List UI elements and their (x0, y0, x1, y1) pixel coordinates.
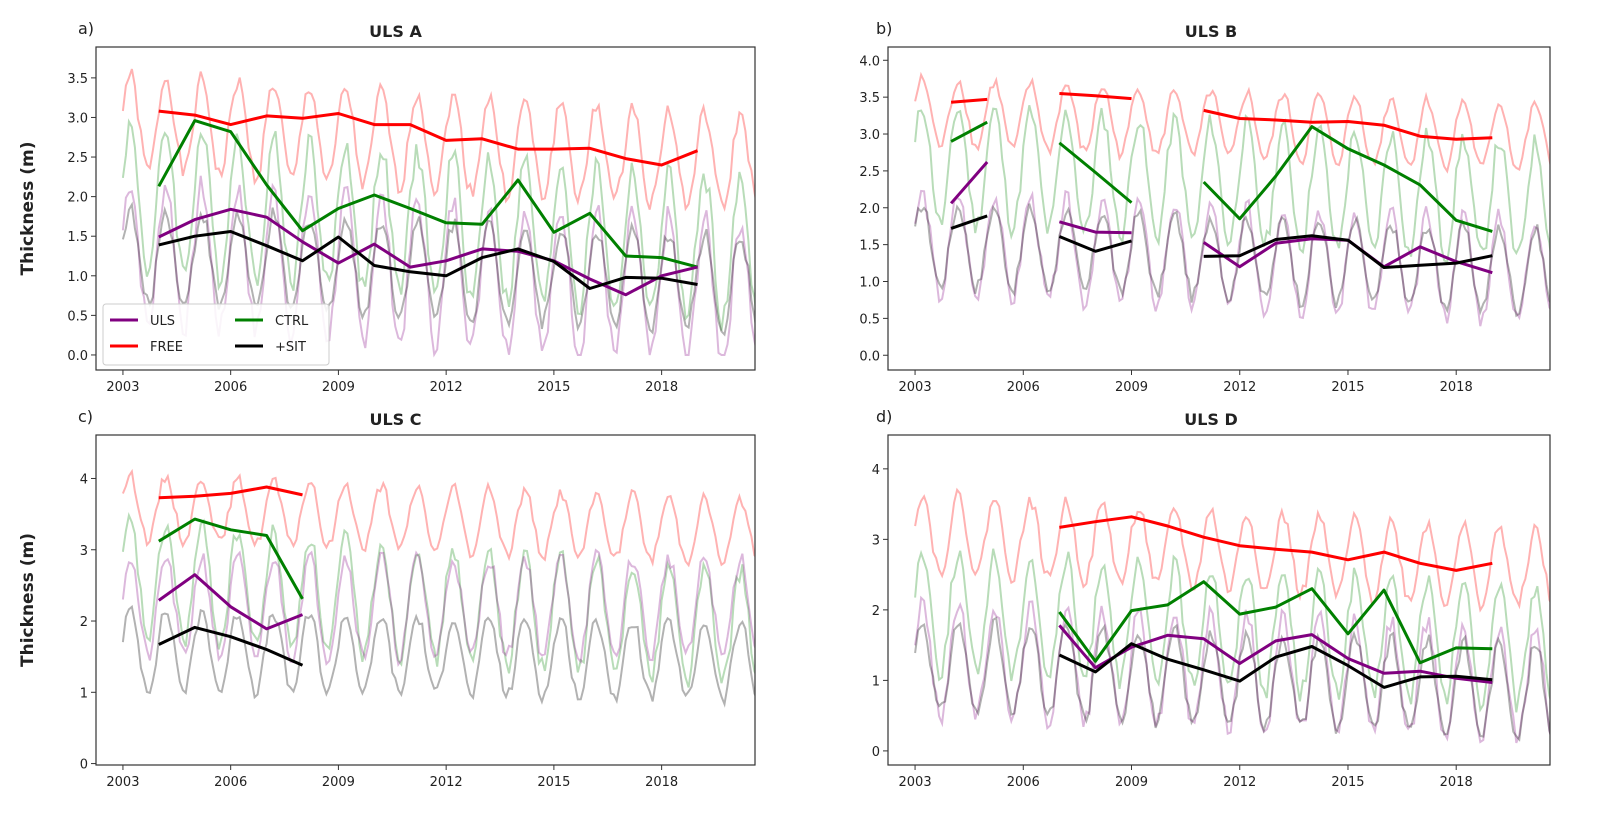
x-tick-label: 2003 (899, 775, 932, 790)
y-tick-label: 4 (872, 463, 880, 478)
y-tick-label: 3.0 (67, 111, 88, 126)
series-line-free (159, 487, 303, 498)
x-tick-label: 2009 (1115, 380, 1148, 395)
y-tick-label: 3.0 (859, 128, 880, 143)
x-tick-label: 2003 (899, 380, 932, 395)
legend-label: +SIT (275, 340, 306, 355)
y-tick-label: 0 (80, 758, 88, 773)
x-tick-label: 2009 (1115, 775, 1148, 790)
y-tick-label: 2 (872, 604, 880, 619)
series-line-sit (951, 216, 1492, 268)
panel-title: ULS A (369, 22, 422, 41)
plot-area (915, 75, 1552, 326)
x-tick-label: 2018 (1440, 775, 1473, 790)
legend-label: ULS (150, 314, 175, 329)
panel-label: a) (78, 19, 94, 38)
monthly-line-free (915, 75, 1552, 174)
x-tick-label: 2006 (1007, 380, 1040, 395)
panel-title: ULS B (1185, 22, 1237, 41)
panel-d: 2003 2006 2009 2012 2015 2018 0 1 2 3 4 ULS D d) (872, 407, 1553, 790)
plot-area (123, 472, 758, 705)
x-tick-label: 2015 (1331, 775, 1364, 790)
panel-label: d) (876, 407, 892, 426)
x-tick-label: 2003 (106, 775, 139, 790)
x-tick-label: 2018 (1440, 380, 1473, 395)
x-tick-label: 2015 (537, 380, 570, 395)
panel-label: c) (78, 407, 93, 426)
legend-label: FREE (150, 340, 183, 355)
x-tick-label: 2015 (537, 775, 570, 790)
panel-a: 2003 2006 2009 2012 2015 2018 0.0 0.5 1.0 1.5 2.0 2… (18, 19, 757, 395)
monthly-line-free (123, 472, 758, 566)
y-tick-label: 0.5 (859, 312, 880, 327)
x-tick-label: 2018 (645, 775, 678, 790)
y-tick-label: 2.5 (859, 165, 880, 180)
y-tick-label: 1.5 (67, 230, 88, 245)
x-tick-label: 2006 (214, 380, 247, 395)
panel-title: ULS D (1184, 410, 1238, 429)
y-tick-label: 3 (80, 544, 88, 559)
y-tick-label: 1.0 (67, 270, 88, 285)
monthly-line-free (915, 490, 1552, 610)
y-tick-label: 1 (80, 686, 88, 701)
x-tick-label: 2006 (1007, 775, 1040, 790)
y-tick-label: 2.5 (67, 151, 88, 166)
y-tick-label: 3.5 (67, 72, 88, 87)
y-tick-label: 4.0 (859, 54, 880, 69)
legend-label: CTRL (275, 314, 309, 329)
y-tick-label: 0.0 (859, 349, 880, 364)
y-axis-label: Thickness (m) (18, 142, 38, 276)
y-tick-label: 1.5 (859, 239, 880, 254)
y-tick-label: 4 (80, 472, 88, 487)
panel-b: 2003 2006 2009 2012 2015 2018 0.0 0.5 1.0 1.5 2.0 2… (859, 19, 1552, 395)
x-tick-label: 2009 (322, 380, 355, 395)
monthly-line-uls (123, 550, 758, 664)
x-tick-label: 2015 (1331, 380, 1364, 395)
x-tick-label: 2009 (322, 775, 355, 790)
x-tick-label: 2003 (106, 380, 139, 395)
y-tick-label: 0 (872, 745, 880, 760)
y-tick-label: 0.5 (67, 309, 88, 324)
panel-title: ULS C (369, 410, 421, 429)
y-tick-label: 2 (80, 615, 88, 630)
x-tick-label: 2012 (430, 380, 463, 395)
panel-c: 2003 2006 2009 2012 2015 2018 0 1 2 3 4 ULS C c) Thic… (18, 407, 757, 790)
x-tick-label: 2012 (1223, 775, 1256, 790)
y-tick-label: 1.0 (859, 276, 880, 291)
x-tick-label: 2012 (430, 775, 463, 790)
y-tick-label: 1 (872, 674, 880, 689)
y-tick-label: 3.5 (859, 91, 880, 106)
y-axis-label: Thickness (m) (18, 533, 38, 667)
y-tick-label: 0.0 (67, 349, 88, 364)
x-tick-label: 2012 (1223, 380, 1256, 395)
y-tick-label: 2.0 (67, 191, 88, 206)
y-tick-label: 3 (872, 533, 880, 548)
y-tick-label: 2.0 (859, 202, 880, 217)
axes-frame (888, 47, 1550, 370)
x-tick-label: 2006 (214, 775, 247, 790)
panel-label: b) (876, 19, 892, 38)
plot-area (915, 490, 1552, 743)
legend: ULS FREE CTRL +SIT (103, 304, 329, 365)
x-tick-label: 2018 (645, 380, 678, 395)
